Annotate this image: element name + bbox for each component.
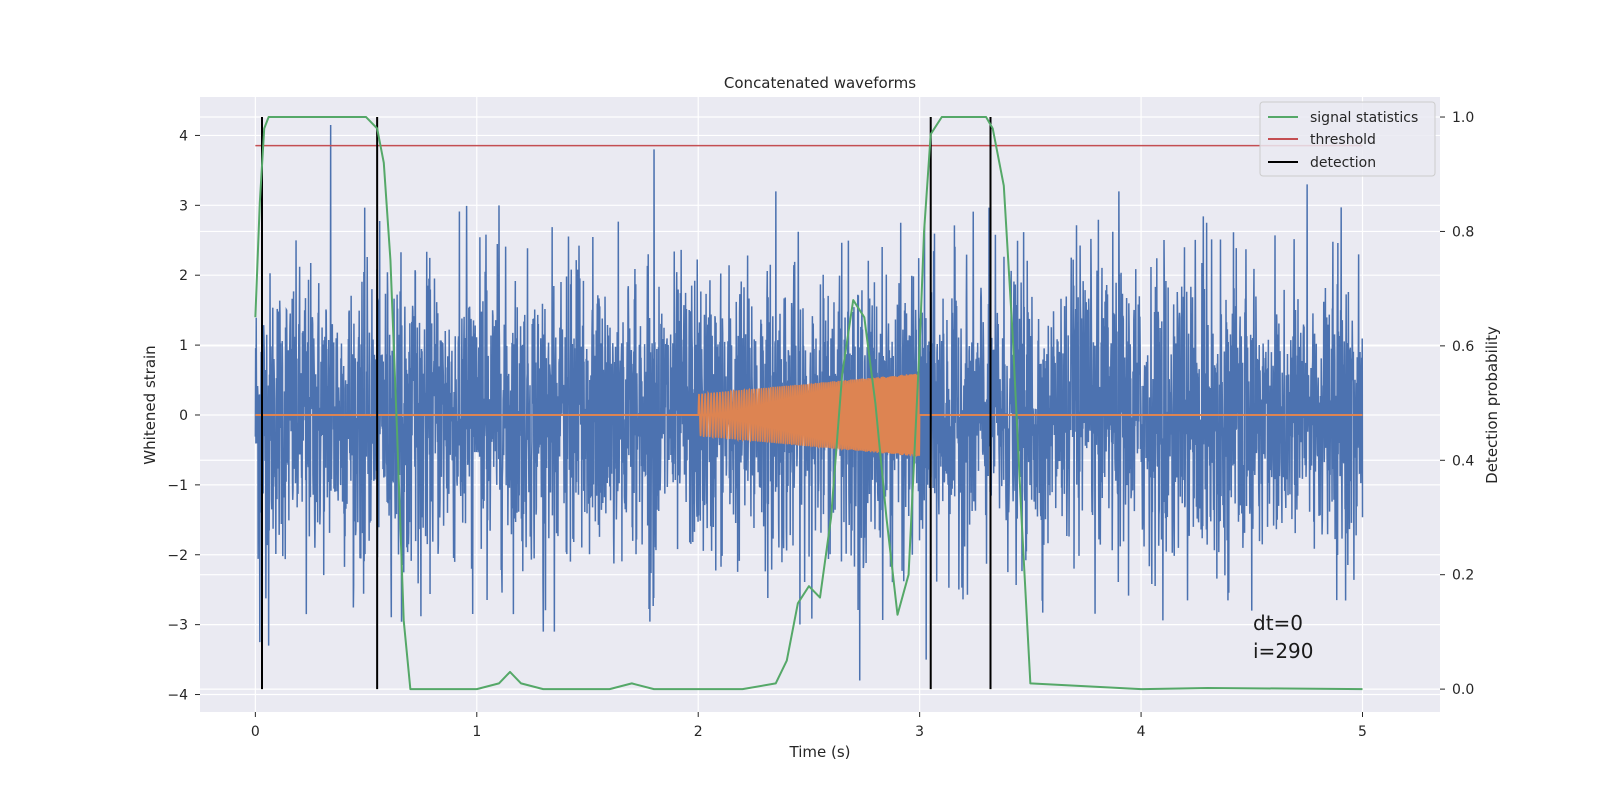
y-right-tick-label: 0.6 xyxy=(1452,339,1474,355)
x-tick-label: 4 xyxy=(1137,724,1146,740)
legend-label-detection: detection xyxy=(1310,155,1376,171)
y-right-tick-label: 0.8 xyxy=(1452,224,1474,240)
x-tick-label: 5 xyxy=(1358,724,1367,740)
y-right-tick-label: 1.0 xyxy=(1452,110,1474,126)
x-tick-label: 1 xyxy=(472,724,481,740)
y-right-tick-label: 0.4 xyxy=(1452,453,1474,469)
legend-box xyxy=(1259,101,1436,177)
y-axis-label-left: Whitened strain xyxy=(141,345,159,464)
y-left-tick-label: 0 xyxy=(179,408,188,424)
y-left-tick-label: 2 xyxy=(179,268,188,284)
x-tick-label: 2 xyxy=(694,724,703,740)
x-tick-label: 3 xyxy=(915,724,924,740)
y-right-tick-label: 0.2 xyxy=(1452,568,1474,584)
y-left-tick-label: 1 xyxy=(179,338,188,354)
legend-label-threshold: threshold xyxy=(1310,132,1376,148)
ticks: 0 1 2 3 4 5 −4 −3 −2 −1 0 1 2 3 4 0.0 0.2 0.4 0.6 0.8 1.0 xyxy=(167,110,1474,740)
template-chirp-line xyxy=(697,373,921,457)
y-right-tick-label: 0.0 xyxy=(1452,682,1474,698)
legend: signal statistics threshold detection xyxy=(1259,101,1436,177)
y-left-tick-label: −3 xyxy=(167,618,188,634)
signal-statistics-line xyxy=(254,116,1363,691)
y-axis-label-right: Detection probability xyxy=(1483,326,1501,484)
strain-noise-line xyxy=(254,124,1364,681)
y-left-tick-label: 4 xyxy=(179,128,188,144)
y-left-tick-label: −1 xyxy=(167,478,188,494)
x-tick-label: 0 xyxy=(251,724,260,740)
y-left-tick-label: −4 xyxy=(167,688,188,704)
chart-title: Concatenated waveforms xyxy=(724,74,916,92)
y-left-tick-label: 3 xyxy=(179,198,188,214)
x-axis-label: Time (s) xyxy=(789,743,851,761)
legend-label-signal: signal statistics xyxy=(1310,110,1418,126)
annotation-dt: dt=0 xyxy=(1253,611,1303,635)
series-layer xyxy=(254,116,1364,691)
annotation-i: i=290 xyxy=(1253,639,1314,663)
y-left-tick-label: −2 xyxy=(167,548,188,564)
